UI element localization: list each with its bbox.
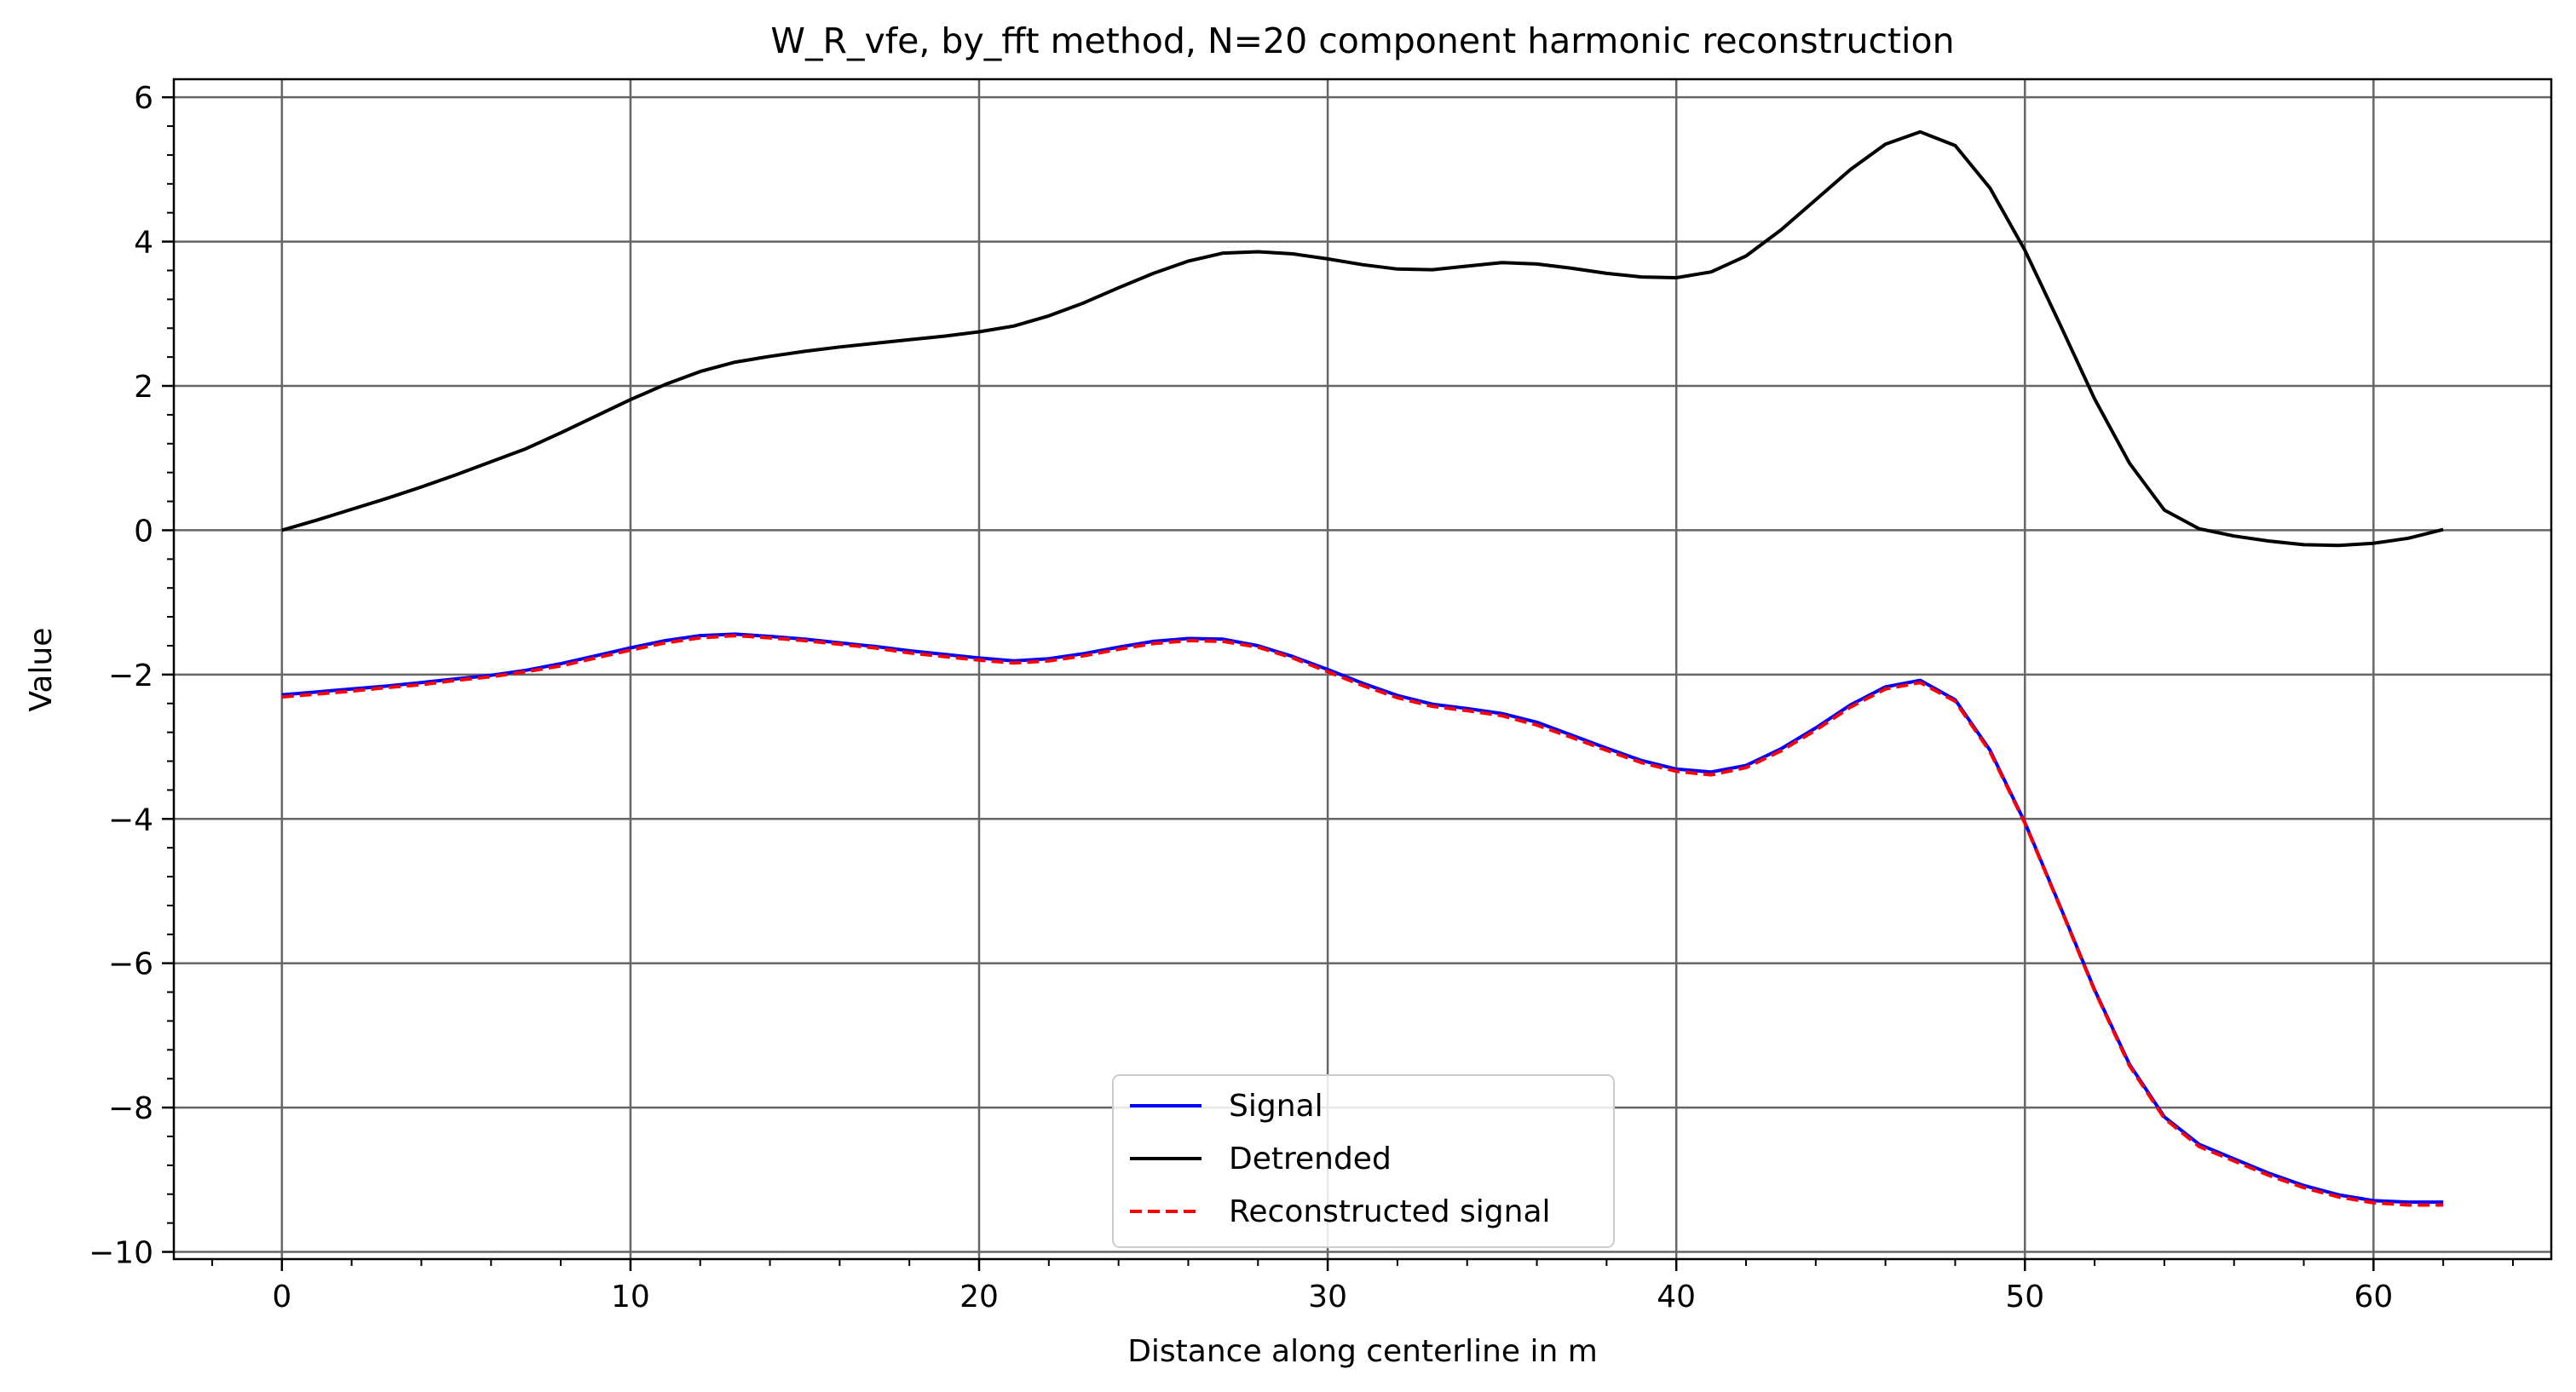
x-tick-label: 40 (1657, 1280, 1696, 1314)
series-line-detrended (281, 129, 2444, 548)
y-tick-label: −2 (108, 659, 153, 693)
y-tick-label: 2 (134, 370, 153, 405)
chart-title: W_R_vfe, by_fft method, N=20 component h… (770, 20, 1954, 61)
major-ticks (162, 95, 2375, 1271)
series-lines (281, 129, 2444, 1207)
x-tick-label: 0 (272, 1280, 291, 1314)
tick-labels: 0 10 20 30 40 50 60 −10 −8 −6 −4 −2 0 2 4 6 (89, 81, 2393, 1314)
legend: Signal Detrended Reconstructed signal (1112, 1074, 1615, 1248)
legend-reconstructed-label: Reconstructed signal (1229, 1194, 1551, 1229)
x-axis-label: Distance along centerline in m (1127, 1334, 1598, 1369)
y-tick-label: −10 (89, 1236, 153, 1271)
x-tick-label: 20 (960, 1280, 999, 1314)
y-tick-label: 4 (134, 226, 153, 261)
y-tick-label: −8 (108, 1091, 153, 1126)
y-tick-label: 6 (134, 81, 153, 116)
legend-box (1112, 1074, 1615, 1248)
legend-detrended-label: Detrended (1229, 1142, 1392, 1176)
series-line-reconstructed-signal (281, 634, 2444, 1207)
x-tick-label: 50 (2005, 1280, 2044, 1314)
y-axis-label: Value (24, 628, 59, 712)
y-tick-label: −4 (108, 802, 153, 837)
x-tick-label: 60 (2354, 1280, 2393, 1314)
legend-signal-label: Signal (1229, 1089, 1323, 1124)
plot-frame (172, 78, 2553, 1261)
y-tick-label: −6 (108, 947, 153, 982)
y-tick-label: 0 (134, 514, 153, 549)
grid (174, 79, 2551, 1259)
minor-ticks (167, 125, 2514, 1266)
x-tick-label: 10 (611, 1280, 650, 1314)
x-tick-label: 30 (1308, 1280, 1347, 1314)
series-line-signal (281, 632, 2444, 1205)
